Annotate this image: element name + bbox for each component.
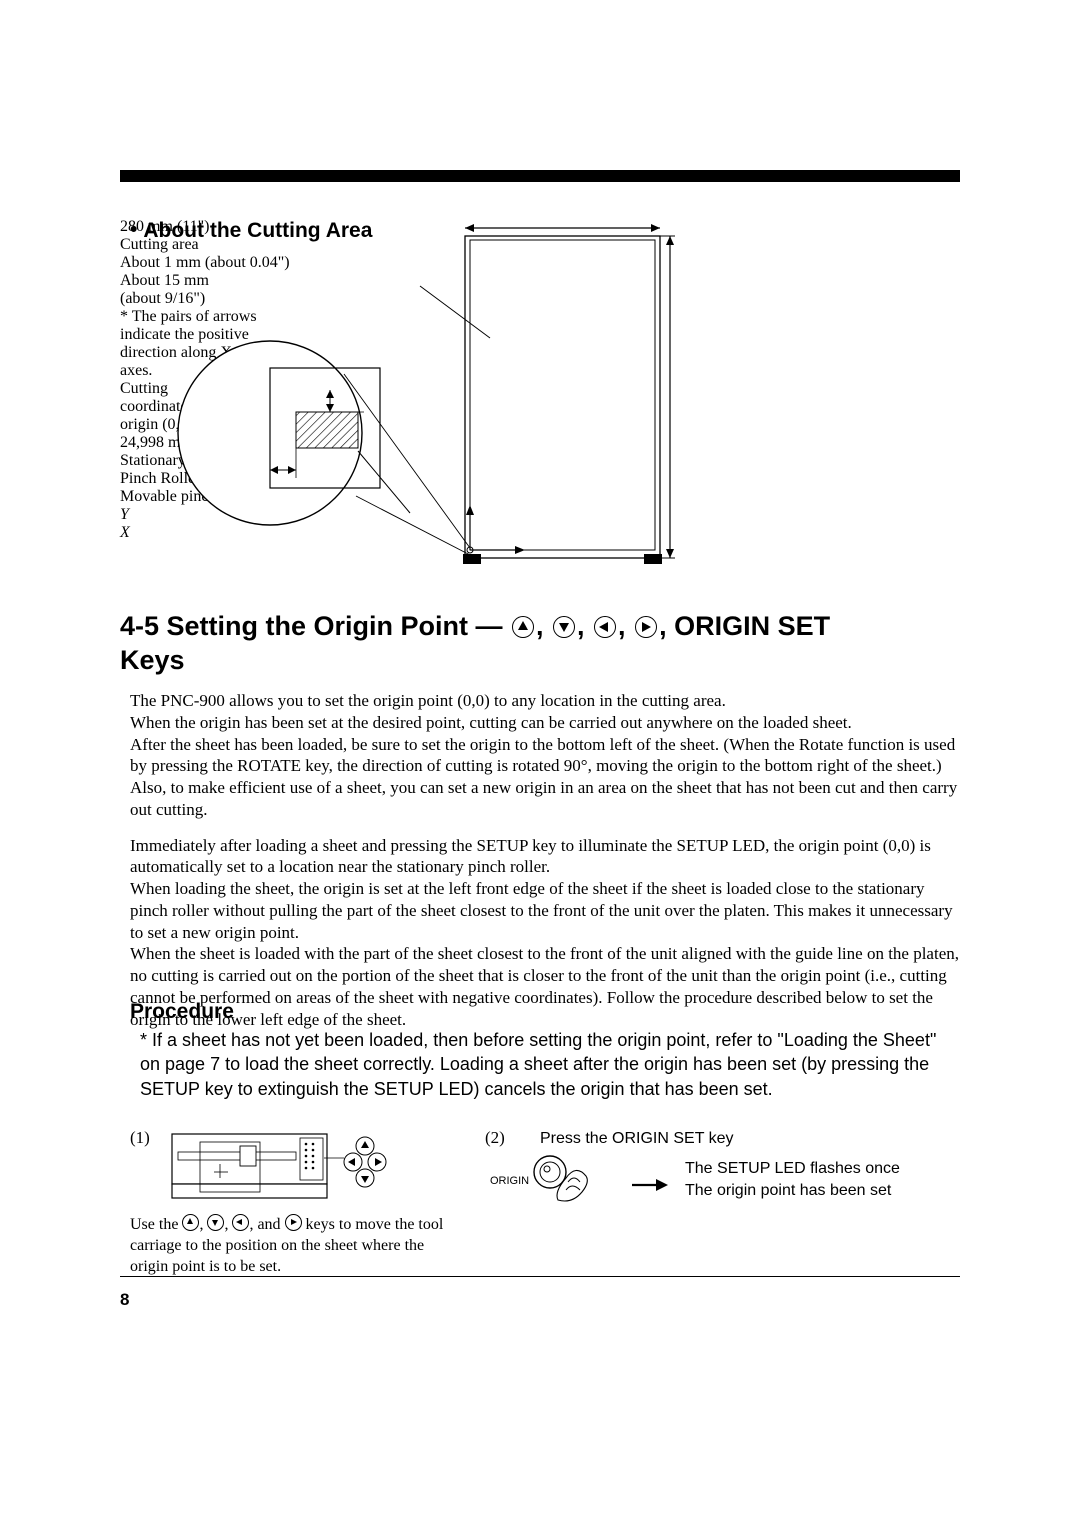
procedure-note: * If a sheet has not yet been loaded, th… [140,1028,955,1101]
step2-c: The origin point has been set [685,1180,905,1202]
page-number: 8 [120,1290,129,1310]
p1-l4: Also, to make efficient use of a sheet, … [130,777,960,821]
step2-number: (2) [485,1128,505,1148]
arrow-left-icon [232,1214,249,1231]
body-paragraphs: The PNC-900 allows you to set the origin… [130,690,960,1030]
step1-number: (1) [130,1128,150,1148]
step1-figure [170,1128,390,1208]
step1-caption: Use the , , , and keys to move the tool … [130,1214,465,1277]
p1-l2: When the origin has been set at the desi… [130,712,960,734]
arrow-right-icon [285,1214,302,1231]
p2-l2: When loading the sheet, the origin is se… [130,878,960,943]
heading-45-b: , ORIGIN SET [659,611,830,641]
step2-result: The SETUP LED flashes once The origin po… [685,1158,905,1201]
arrow-down-icon [553,616,575,638]
p2-l1: Immediately after loading a sheet and pr… [130,835,960,879]
arrow-left-icon [594,616,616,638]
p1-l1: The PNC-900 allows you to set the origin… [130,690,960,712]
p1-l3: After the sheet has been loaded, be sure… [130,734,960,778]
arrow-down-icon [207,1214,224,1231]
footer-rule [120,1276,960,1277]
heading-45-a: 4-5 Setting the Origin Point — [120,611,510,641]
arrow-up-icon [512,616,534,638]
step2-b: The SETUP LED flashes once [685,1158,905,1180]
arrow-right-icon [635,616,657,638]
heading-procedure: Procedure [130,1000,234,1024]
heading-45-c: Keys [120,645,185,675]
s1a: Use the [130,1216,182,1233]
origin-key-figure [520,1150,620,1220]
black-header-bar [120,170,960,182]
step2-press: Press the ORIGIN SET key [540,1128,734,1150]
arrow-up-icon [182,1214,199,1231]
p2-l3: When the sheet is loaded with the part o… [130,943,960,1030]
origin-key-label: ORIGIN [490,1175,529,1187]
cutting-area-diagram: 280 mm (11") Cutting area About 1 mm (ab… [120,218,960,598]
arrow-right-icon [630,1175,670,1195]
heading-4-5: 4-5 Setting the Origin Point — , , , , O… [120,610,960,678]
